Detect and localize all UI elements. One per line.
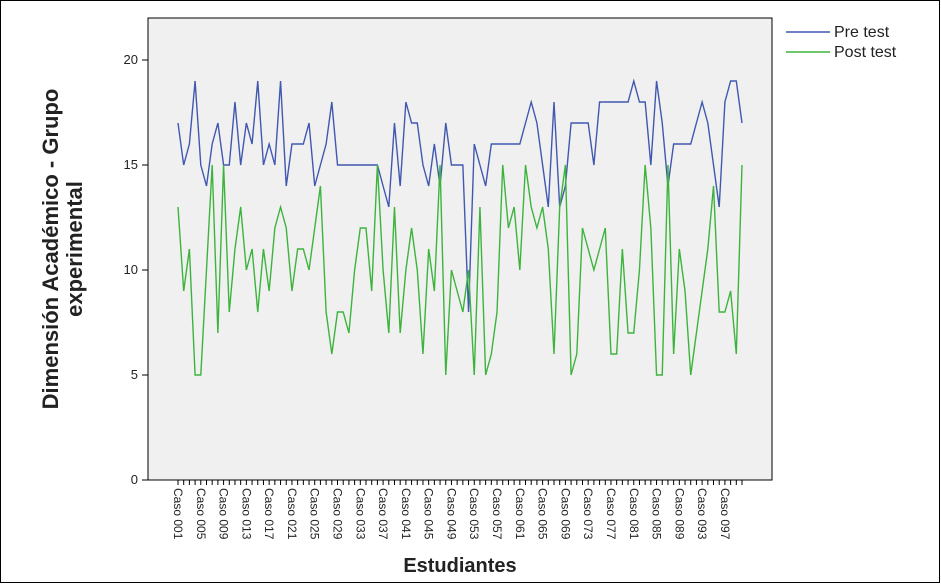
x-tick-label: Caso 053 [467, 488, 481, 540]
series-line [177, 78, 743, 313]
x-tick-label: Caso 077 [604, 488, 618, 540]
legend-label: Post test [834, 44, 897, 61]
x-tick-label: Caso 013 [239, 488, 253, 540]
legend-label: Pre test [834, 24, 890, 41]
y-axis-label: Dimensión Académico - Grupoexperimental [38, 89, 87, 410]
x-tick-label: Caso 089 [672, 488, 686, 540]
x-tick-label: Caso 017 [262, 488, 276, 540]
x-tick-label: Caso 065 [536, 488, 550, 540]
x-tick-label: Caso 041 [399, 488, 413, 540]
x-tick-label: Caso 029 [331, 488, 345, 540]
y-tick-label: 0 [131, 472, 138, 487]
x-tick-label: Caso 061 [513, 488, 527, 540]
x-tick-label: Caso 037 [376, 488, 390, 540]
x-axis-label: Estudiantes [403, 555, 516, 577]
x-tick-label: Caso 009 [217, 488, 231, 540]
series-line [177, 164, 743, 376]
y-tick-label: 10 [124, 262, 138, 277]
x-tick-label: Caso 021 [285, 488, 299, 540]
x-tick-label: Caso 049 [444, 488, 458, 540]
y-tick-label: 20 [124, 52, 138, 67]
x-tick-label: Caso 073 [581, 488, 595, 540]
plot-area [147, 17, 773, 481]
x-tick-label: Caso 069 [558, 488, 572, 540]
x-tick-label: Caso 005 [194, 488, 208, 540]
y-tick-label: 15 [124, 157, 138, 172]
y-tick-label: 5 [131, 367, 138, 382]
x-tick-label: Caso 093 [695, 488, 709, 540]
x-tick-label: Caso 001 [171, 488, 185, 540]
x-tick-label: Caso 081 [627, 488, 641, 540]
x-tick-label: Caso 025 [308, 488, 322, 540]
x-tick-label: Caso 085 [650, 488, 664, 540]
x-tick-label: Caso 033 [353, 488, 367, 540]
x-tick-label: Caso 057 [490, 488, 504, 540]
x-tick-label: Caso 097 [718, 488, 732, 540]
x-tick-label: Caso 045 [422, 488, 436, 540]
